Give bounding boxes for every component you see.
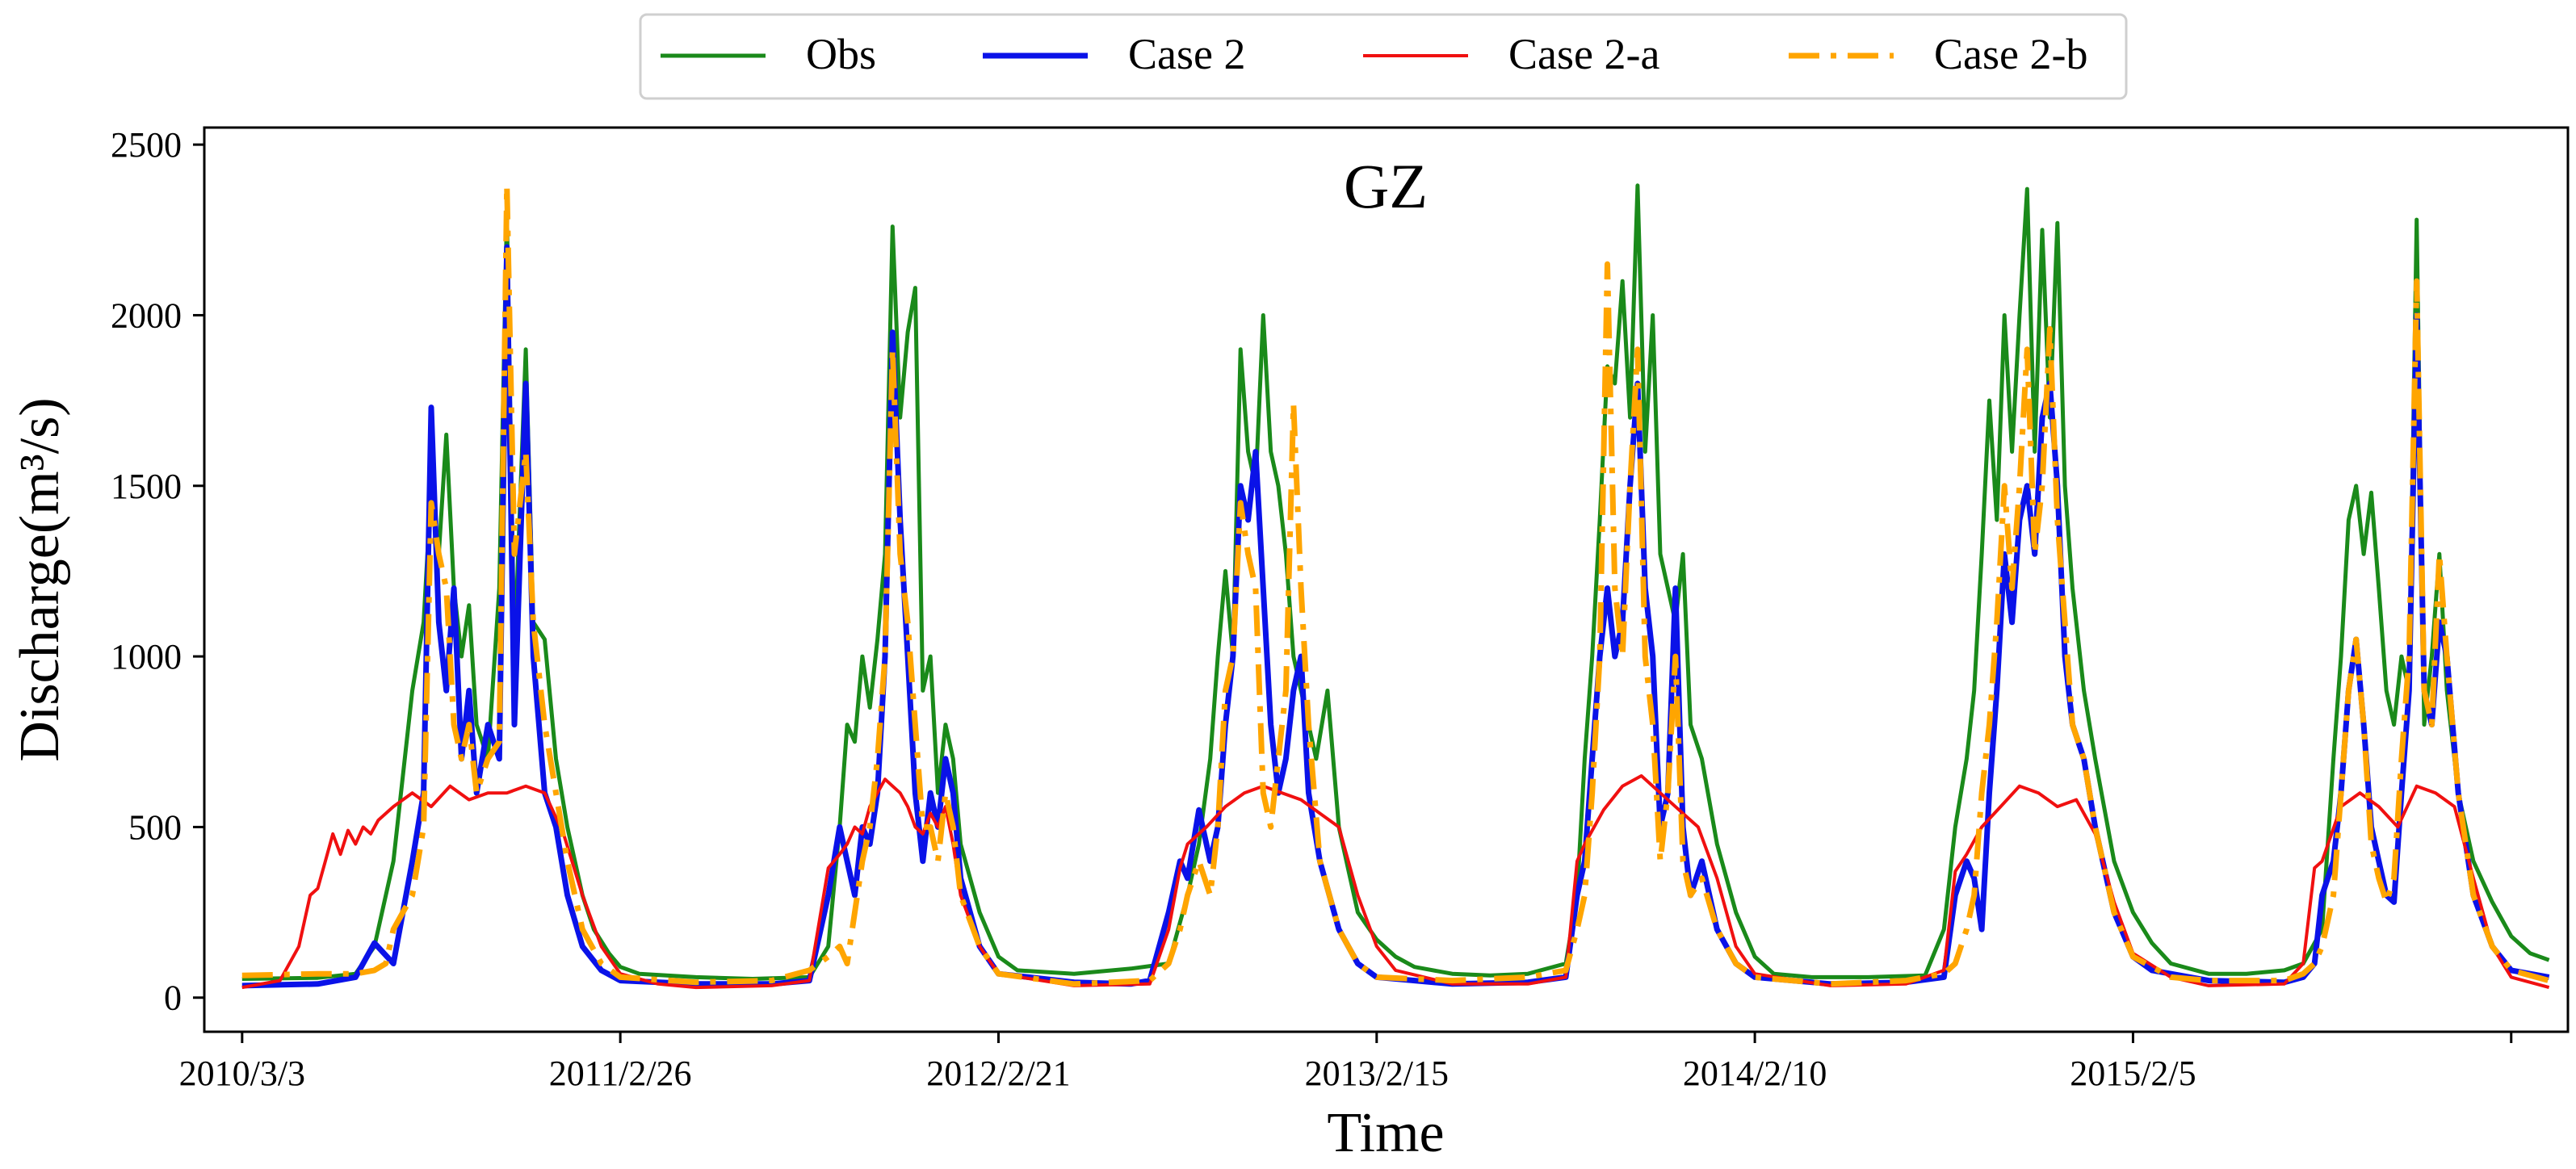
series-line-case-2 — [241, 244, 2550, 989]
y-tick-label: 500 — [128, 807, 182, 847]
legend-label: Case 2-b — [1934, 30, 2087, 78]
x-tick-label: 2010/3/3 — [179, 1054, 305, 1093]
series-layer — [241, 182, 2550, 990]
y-axis-label: Discharge(m³/s) — [9, 397, 71, 761]
series-line-obs — [241, 183, 2550, 981]
y-tick-label: 1000 — [111, 637, 182, 677]
x-tick-label: 2015/2/5 — [2070, 1054, 2196, 1093]
plot-frame — [203, 126, 2570, 1033]
x-tick-label: 2013/2/15 — [1305, 1054, 1449, 1093]
y-tick-label: 0 — [164, 978, 182, 1018]
legend-items: Obs Case 2 Case 2-a Case 2-b — [661, 30, 2087, 78]
ticks-layer: 0 500 1000 1500 2000 2500 2010/3/3 2011/2/26 201… — [111, 125, 2513, 1093]
legend-label: Obs — [806, 30, 876, 78]
x-tick-label: 2011/2/26 — [549, 1054, 692, 1093]
y-tick-label: 1500 — [111, 467, 182, 506]
y-tick-label: 2000 — [111, 295, 182, 335]
x-tick-label: 2012/2/21 — [926, 1054, 1070, 1093]
x-axis-label: Time — [1327, 1102, 1444, 1164]
y-tick-label: 2500 — [111, 125, 182, 165]
series-line-case-2-a — [241, 774, 2550, 990]
x-tick-label: 2014/2/10 — [1683, 1054, 1827, 1093]
legend: Obs Case 2 Case 2-a Case 2-b — [639, 13, 2128, 100]
legend-label: Case 2-a — [1508, 30, 1659, 78]
legend-label: Case 2 — [1128, 30, 1245, 78]
series-line-case-2-b — [241, 182, 2550, 987]
chart-title: GZ — [1344, 151, 1428, 221]
